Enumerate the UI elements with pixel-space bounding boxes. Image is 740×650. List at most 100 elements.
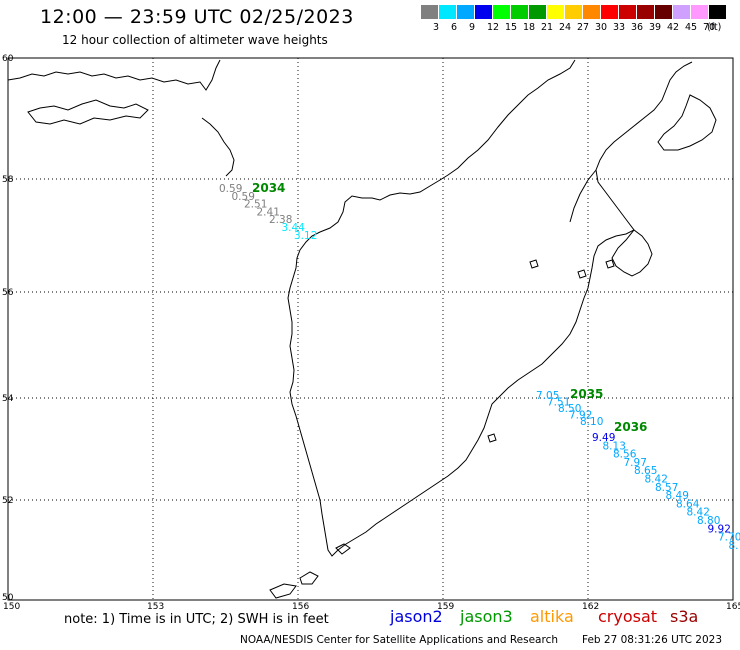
east-cape-peninsula bbox=[611, 229, 653, 277]
lamanon-bay bbox=[201, 117, 235, 177]
legend-swatch bbox=[547, 5, 564, 19]
islet-1 bbox=[529, 259, 539, 269]
kamchatka-coastline bbox=[287, 59, 693, 557]
lon-tick-label: 159 bbox=[437, 602, 454, 612]
legend-swatch bbox=[655, 5, 672, 19]
swh-value-label: 7.92 bbox=[569, 410, 592, 422]
legend-swatch bbox=[493, 5, 510, 19]
karaginsky-island bbox=[657, 94, 717, 151]
lat-tick-label: 52 bbox=[2, 496, 13, 506]
pass-time-label: 2034 bbox=[252, 181, 285, 195]
pass-time-label: 2036 bbox=[614, 420, 647, 434]
swh-value-label: 8.42 bbox=[645, 474, 668, 486]
swh-value-label: 8.49 bbox=[666, 490, 689, 502]
map-subtitle: 12 hour collection of altimeter wave hei… bbox=[62, 33, 328, 47]
legend-swatch bbox=[529, 5, 546, 19]
satellite-name: altika bbox=[530, 607, 574, 626]
swh-value-label: 8.64 bbox=[676, 498, 700, 510]
swh-value-label: 8.80 bbox=[697, 515, 720, 527]
swh-value-label: 8.65 bbox=[634, 465, 657, 477]
lat-tick-label: 54 bbox=[2, 394, 14, 404]
legend-label: 9 bbox=[469, 22, 476, 33]
legend-swatch bbox=[439, 5, 456, 19]
legend-swatch bbox=[511, 5, 528, 19]
legend-label: 70 bbox=[703, 22, 716, 33]
graticule bbox=[8, 58, 733, 600]
axis-labels: 150 153 156 159 162 165 60 58 56 54 52 50 bbox=[2, 54, 740, 612]
swh-value-label: 7.05 bbox=[536, 390, 559, 402]
swh-value-label: 2.51 bbox=[244, 199, 267, 211]
legend-swatch bbox=[421, 5, 438, 19]
lon-tick-label: 165 bbox=[726, 602, 740, 612]
okhotsk-north-coast bbox=[7, 59, 221, 91]
credit-line: NOAA/NESDIS Center for Satellite Applica… bbox=[240, 634, 558, 646]
swh-value-label: 8.42 bbox=[687, 507, 710, 519]
swh-value-label: 7.51 bbox=[547, 397, 570, 409]
swh-value-label: 8.57 bbox=[655, 482, 678, 494]
legend-label: 15 bbox=[505, 22, 518, 33]
swh-value-label: 2.41 bbox=[257, 206, 280, 218]
islet-3 bbox=[487, 433, 497, 443]
legend-label: 3 bbox=[433, 22, 440, 33]
legend-label: 45 bbox=[685, 22, 698, 33]
legend-label: 6 bbox=[451, 22, 458, 33]
lat-tick-label: 58 bbox=[2, 175, 14, 185]
legend-label: 21 bbox=[541, 22, 554, 33]
satellite-name: s3a bbox=[670, 607, 699, 626]
swh-value-label: 0.59 bbox=[232, 191, 255, 203]
legend-label: 39 bbox=[649, 22, 662, 33]
legend-swatch bbox=[457, 5, 474, 19]
swh-value-label: 7.70 bbox=[718, 532, 740, 544]
legend-swatch bbox=[673, 5, 690, 19]
map-frame bbox=[7, 57, 734, 601]
swh-value-label: 7.97 bbox=[624, 457, 647, 469]
legend-label: 33 bbox=[613, 22, 626, 33]
lat-tick-label: 60 bbox=[2, 54, 14, 64]
swh-value-label: 8.10 bbox=[580, 416, 603, 428]
legend-label: 42 bbox=[667, 22, 680, 33]
legend-unit: (ft) bbox=[707, 22, 722, 33]
legend-swatch bbox=[583, 5, 600, 19]
swh-value-label: 9.49 bbox=[592, 432, 615, 444]
kuril-islands bbox=[269, 543, 351, 599]
legend-swatch bbox=[565, 5, 582, 19]
lon-tick-label: 150 bbox=[3, 602, 20, 612]
swh-value-label: 9.92 bbox=[708, 523, 731, 535]
swh-value-label: 3.44 bbox=[282, 222, 306, 234]
map-title: 12:00 — 23:59 UTC 02/25/2023 bbox=[40, 6, 354, 28]
swh-value-label: 8.13 bbox=[603, 440, 626, 452]
satellite-name: cryosat bbox=[598, 607, 658, 626]
legend-swatch bbox=[601, 5, 618, 19]
altimeter-tracks: 20340.590.592.512.412.383.443.1220357.05… bbox=[219, 181, 740, 552]
legend-label: 12 bbox=[487, 22, 500, 33]
swh-value-label: 3.12 bbox=[294, 230, 317, 242]
swh-value-label: 8.56 bbox=[613, 449, 637, 461]
legend-swatch bbox=[691, 5, 708, 19]
lon-tick-label: 156 bbox=[292, 602, 309, 612]
lon-tick-label: 162 bbox=[582, 602, 599, 612]
swh-value-label: 0.59 bbox=[219, 183, 242, 195]
legend-label: 24 bbox=[559, 22, 572, 33]
generation-timestamp: Feb 27 08:31:26 UTC 2023 bbox=[582, 634, 722, 646]
footer-note: note: 1) Time is in UTC; 2) SWH is in fe… bbox=[64, 612, 329, 627]
coastlines bbox=[7, 59, 717, 599]
lat-tick-label: 56 bbox=[2, 288, 14, 298]
lon-tick-label: 153 bbox=[147, 602, 164, 612]
legend-label: 36 bbox=[631, 22, 644, 33]
legend-swatch bbox=[709, 5, 726, 19]
karaginsky-gulf-coast bbox=[569, 169, 597, 223]
islet-2 bbox=[577, 269, 587, 279]
lat-tick-label: 50 bbox=[2, 593, 14, 603]
swh-value-label: 2.38 bbox=[269, 214, 292, 226]
koni-peninsula bbox=[27, 99, 149, 125]
swh-value-label: 8. bbox=[729, 540, 739, 552]
pass-time-label: 2035 bbox=[570, 387, 603, 401]
swh-value-label: 8.50 bbox=[558, 403, 581, 415]
satellite-name: jason2 bbox=[390, 607, 443, 626]
legend-label: 30 bbox=[595, 22, 608, 33]
legend-swatch bbox=[637, 5, 654, 19]
islet-4 bbox=[605, 259, 615, 269]
legend-swatch bbox=[475, 5, 492, 19]
satellite-name: jason3 bbox=[460, 607, 513, 626]
